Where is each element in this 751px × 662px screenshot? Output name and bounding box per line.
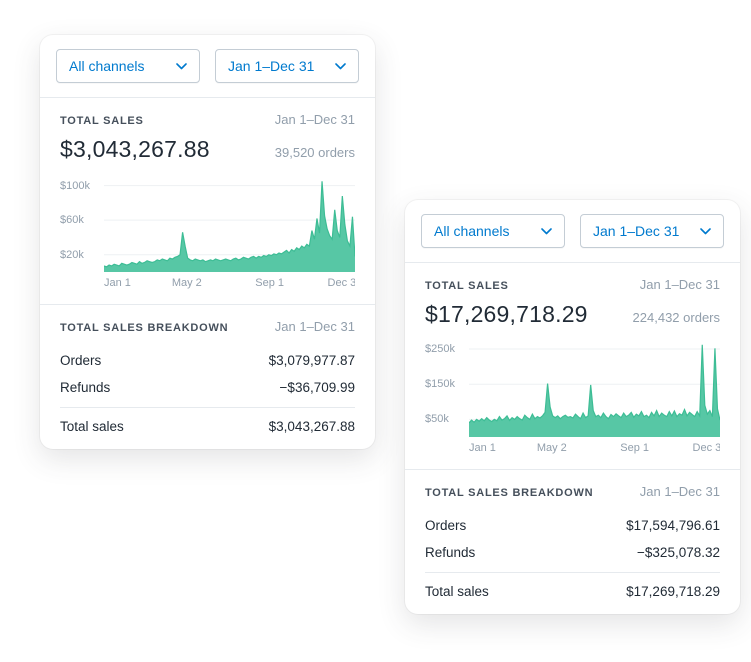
breakdown-row-label: Orders <box>60 353 102 368</box>
breakdown-label: TOTAL SALES BREAKDOWN <box>425 487 594 499</box>
breakdown-total-value: $17,269,718.29 <box>626 584 720 599</box>
orders-count: 39,520 orders <box>274 145 355 160</box>
total-sales-amount: $3,043,267.88 <box>60 136 210 162</box>
breakdown-section: TOTAL SALES BREAKDOWN Jan 1–Dec 31 Order… <box>40 305 375 449</box>
chevron-down-icon <box>176 62 187 70</box>
breakdown-row-label: Refunds <box>425 545 476 560</box>
breakdown-row-label: Refunds <box>60 380 111 395</box>
divider <box>405 469 740 470</box>
date-range-select-value: Jan 1–Dec 31 <box>228 58 315 74</box>
breakdown-total-label: Total sales <box>425 584 489 599</box>
breakdown-range: Jan 1–Dec 31 <box>274 319 355 334</box>
total-sales-label: TOTAL SALES <box>60 115 144 127</box>
breakdown-total-label: Total sales <box>60 419 124 434</box>
channel-select-value: All channels <box>434 223 510 239</box>
analytics-card: All channels Jan 1–Dec 31 TOTAL SALES Ja… <box>405 200 740 614</box>
filter-controls: All channels Jan 1–Dec 31 <box>405 200 740 262</box>
breakdown-row-label: Orders <box>425 518 467 533</box>
breakdown-total-value: $3,043,267.88 <box>268 419 355 434</box>
breakdown-row-value: $3,079,977.87 <box>268 353 355 368</box>
total-sales-section: TOTAL SALES Jan 1–Dec 31 $17,269,718.29 … <box>405 263 740 469</box>
total-sales-label: TOTAL SALES <box>425 280 509 292</box>
breakdown-row-value: $17,594,796.61 <box>626 518 720 533</box>
chart-plot <box>469 342 720 437</box>
chevron-down-icon <box>541 227 552 235</box>
filter-controls: All channels Jan 1–Dec 31 <box>40 35 375 97</box>
orders-count: 224,432 orders <box>632 310 720 325</box>
chevron-down-icon <box>335 62 346 70</box>
total-sales-amount: $17,269,718.29 <box>425 301 588 327</box>
breakdown-range: Jan 1–Dec 31 <box>639 484 720 499</box>
chart-x-spacer <box>60 277 104 292</box>
chart-y-labels: $250k $150k $50k <box>425 343 455 426</box>
date-range-select[interactable]: Jan 1–Dec 31 <box>580 214 724 248</box>
breakdown-row-value: −$325,078.32 <box>637 545 720 560</box>
breakdown-label: TOTAL SALES BREAKDOWN <box>60 322 229 334</box>
breakdown-row-orders: Orders $17,594,796.61 <box>425 512 720 539</box>
chevron-down-icon <box>700 227 711 235</box>
total-sales-range: Jan 1–Dec 31 <box>274 112 355 127</box>
chart-x-spacer <box>425 442 469 457</box>
chart-plot <box>104 177 355 272</box>
channel-select[interactable]: All channels <box>421 214 565 248</box>
analytics-card: All channels Jan 1–Dec 31 TOTAL SALES Ja… <box>40 35 375 449</box>
chart-y-labels: $100k $60k $20k <box>60 179 90 261</box>
breakdown-row-refunds: Refunds −$36,709.99 <box>60 374 355 401</box>
divider <box>405 262 740 263</box>
divider <box>40 97 375 98</box>
breakdown-total-row: Total sales $17,269,718.29 <box>425 572 720 602</box>
breakdown-section: TOTAL SALES BREAKDOWN Jan 1–Dec 31 Order… <box>405 470 740 614</box>
breakdown-total-row: Total sales $3,043,267.88 <box>60 407 355 437</box>
channel-select-value: All channels <box>69 58 145 74</box>
breakdown-row-orders: Orders $3,079,977.87 <box>60 347 355 374</box>
channel-select[interactable]: All channels <box>56 49 200 83</box>
date-range-select[interactable]: Jan 1–Dec 31 <box>215 49 359 83</box>
total-sales-section: TOTAL SALES Jan 1–Dec 31 $3,043,267.88 3… <box>40 98 375 304</box>
breakdown-row-value: −$36,709.99 <box>279 380 355 395</box>
breakdown-row-refunds: Refunds −$325,078.32 <box>425 539 720 566</box>
total-sales-range: Jan 1–Dec 31 <box>639 277 720 292</box>
date-range-select-value: Jan 1–Dec 31 <box>593 223 680 239</box>
divider <box>40 304 375 305</box>
